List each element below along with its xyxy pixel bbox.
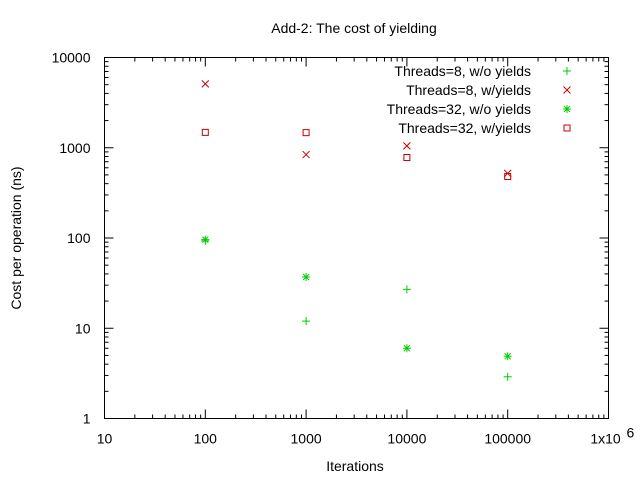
data-point [402, 344, 411, 353]
x-tick-label: 1x10 [590, 431, 621, 447]
data-point [302, 150, 310, 159]
plot-frame [104, 57, 609, 419]
legend-label: Threads=8, w/yields [406, 82, 531, 98]
x-tick-label: 1000 [291, 431, 322, 447]
y-tick-label: 100 [67, 230, 91, 246]
legend-marker [563, 105, 571, 113]
legend-label: Threads=8, w/o yields [394, 63, 531, 79]
legend-marker [563, 67, 571, 75]
series-3 [201, 235, 512, 361]
y-tick-label: 10 [75, 320, 91, 336]
data-point [403, 153, 411, 161]
data-point [302, 272, 311, 281]
x-tick-labels: 10 100 1000 10000 100000 1x10 6 [97, 425, 635, 447]
data-point [503, 372, 512, 381]
chart-title: Add-2: The cost of yielding [271, 20, 437, 36]
legend-label: Threads=32, w/o yields [387, 101, 531, 117]
data-points [201, 80, 512, 381]
data-point [201, 80, 210, 88]
axis-ticks [104, 57, 609, 419]
data-point [403, 141, 411, 150]
series-2 [201, 80, 512, 178]
series-4 [201, 128, 512, 181]
y-tick-labels: 1 10 100 1000 10000 [52, 50, 91, 427]
legend-label: Threads=32, w/yields [398, 120, 531, 136]
data-point [402, 285, 411, 294]
y-tick-label: 1000 [59, 140, 90, 156]
legend: Threads=8, w/o yields Threads=8, w/yields… [387, 63, 571, 136]
data-point [302, 317, 311, 326]
legend-marker [563, 124, 571, 132]
data-point [201, 128, 209, 136]
x-tick-label-superscript: 6 [627, 425, 635, 441]
x-tick-label: 10000 [387, 431, 426, 447]
y-axis-label: Cost per operation (ns) [8, 166, 24, 309]
x-axis-label: Iterations [326, 458, 384, 474]
x-tick-label: 100000 [484, 431, 531, 447]
y-tick-label: 10000 [52, 50, 91, 66]
data-point [503, 352, 512, 361]
x-tick-label: 10 [97, 431, 113, 447]
y-tick-label: 1 [83, 411, 91, 427]
legend-marker [563, 86, 571, 94]
x-tick-label: 100 [194, 431, 218, 447]
series-1 [201, 236, 512, 381]
data-point [504, 173, 512, 181]
data-point [201, 235, 210, 244]
data-point [302, 129, 310, 137]
